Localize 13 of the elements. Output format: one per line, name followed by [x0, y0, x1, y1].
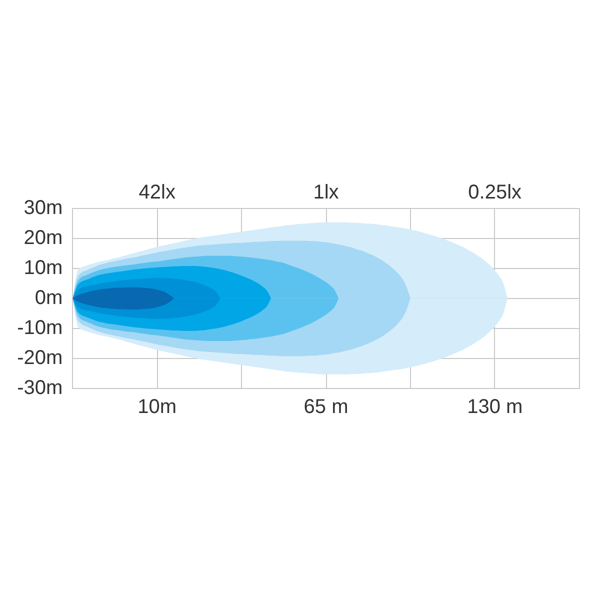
y-tick-label: 20m	[24, 226, 63, 249]
y-tick-label: 30m	[24, 196, 63, 219]
y-tick-label: 10m	[24, 256, 63, 279]
text: 42lx	[138, 181, 176, 204]
text: 1lx	[313, 181, 339, 204]
y-tick-label: -20m	[17, 346, 63, 369]
x-tick-label: 10m	[138, 396, 177, 418]
y-tick-label: -10m	[17, 316, 63, 339]
y-tick-label: 0m	[34, 286, 63, 309]
x-tick-label: 130 m	[467, 396, 523, 418]
text: 0.25lx	[468, 181, 522, 204]
x-tick-label: 65 m	[304, 396, 348, 418]
y-tick-label: -30m	[17, 377, 63, 400]
